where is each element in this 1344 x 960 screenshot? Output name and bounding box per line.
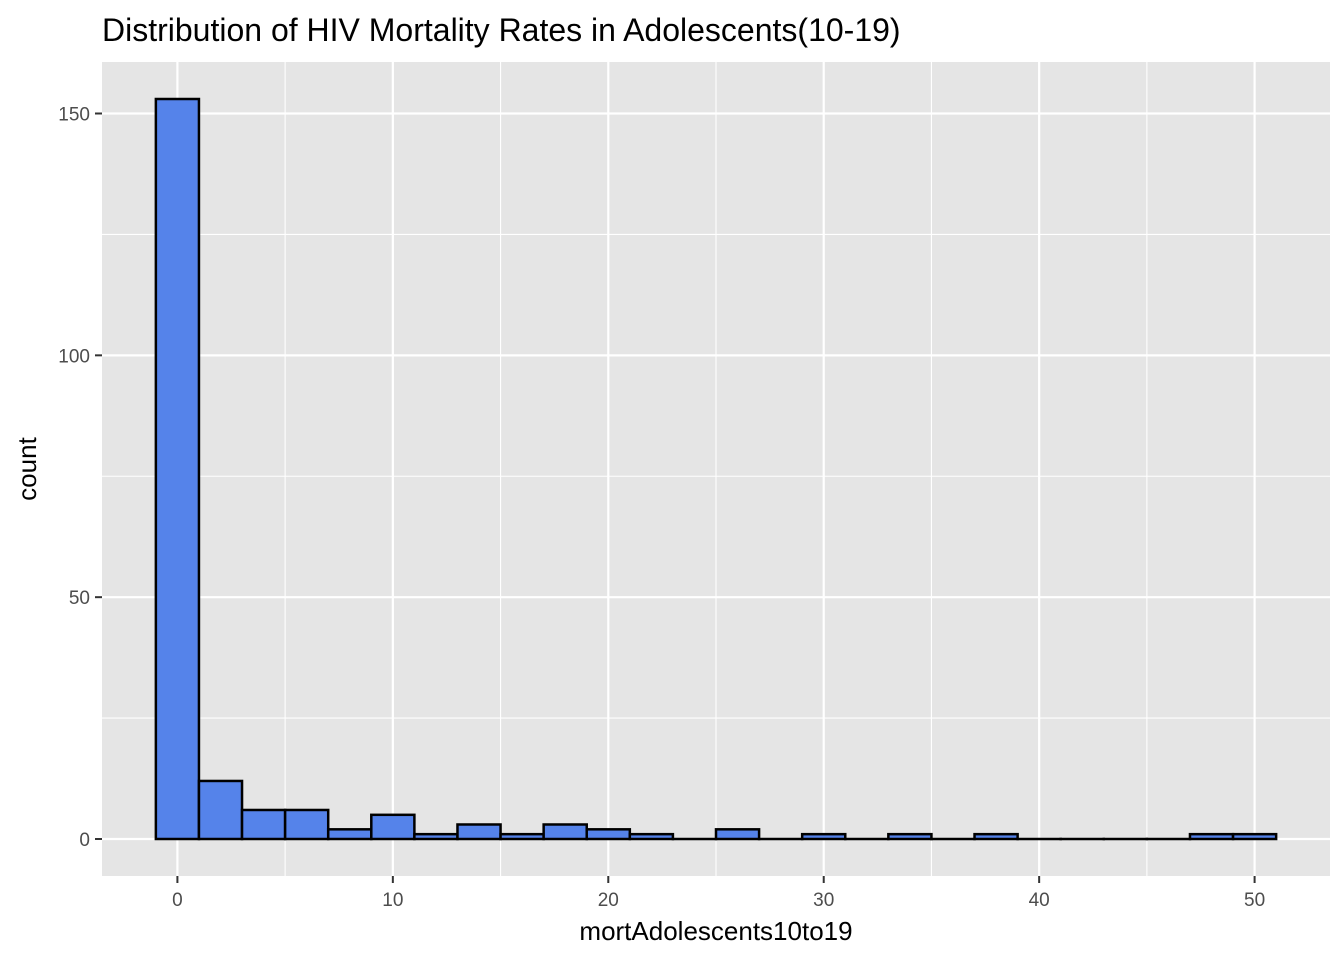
histogram-bar xyxy=(585,828,632,841)
y-tick-label: 100 xyxy=(58,346,90,367)
x-axis-title: mortAdolescents10to19 xyxy=(579,916,852,946)
histogram-bar xyxy=(370,813,416,841)
x-tick-label: 50 xyxy=(1244,890,1265,911)
histogram-bar xyxy=(800,832,847,841)
histogram-bar xyxy=(1231,832,1278,841)
histogram-bar xyxy=(1188,832,1235,841)
x-axis: 0 10 20 30 40 50 xyxy=(172,876,1265,911)
x-tick-label: 0 xyxy=(172,890,183,911)
histogram-bar xyxy=(887,832,933,841)
y-tick-label: 0 xyxy=(79,830,90,851)
histogram-bar xyxy=(283,808,330,841)
histogram-bar xyxy=(240,808,287,841)
y-tick-label: 50 xyxy=(69,588,90,609)
minor-gridlines xyxy=(102,62,1330,876)
histogram-bar xyxy=(413,832,459,841)
histogram-bars xyxy=(154,97,1278,841)
histogram-bar xyxy=(154,97,201,841)
histogram-bar xyxy=(973,832,1019,841)
histogram-bar xyxy=(499,832,545,841)
chart-title: Distribution of HIV Mortality Rates in A… xyxy=(102,12,901,48)
histogram-bar xyxy=(628,832,675,841)
histogram-bar xyxy=(456,823,502,841)
histogram-bar xyxy=(714,828,761,841)
histogram-bar xyxy=(326,828,373,841)
y-axis: 0 50 100 150 xyxy=(58,105,102,851)
x-tick-label: 40 xyxy=(1029,890,1050,911)
y-tick-label: 150 xyxy=(58,105,90,126)
y-axis-title: count xyxy=(12,436,42,500)
histogram-bar xyxy=(197,779,244,841)
x-tick-label: 30 xyxy=(813,890,834,911)
x-tick-label: 20 xyxy=(598,890,619,911)
x-tick-label: 10 xyxy=(382,890,403,911)
histogram-bar xyxy=(542,823,588,841)
